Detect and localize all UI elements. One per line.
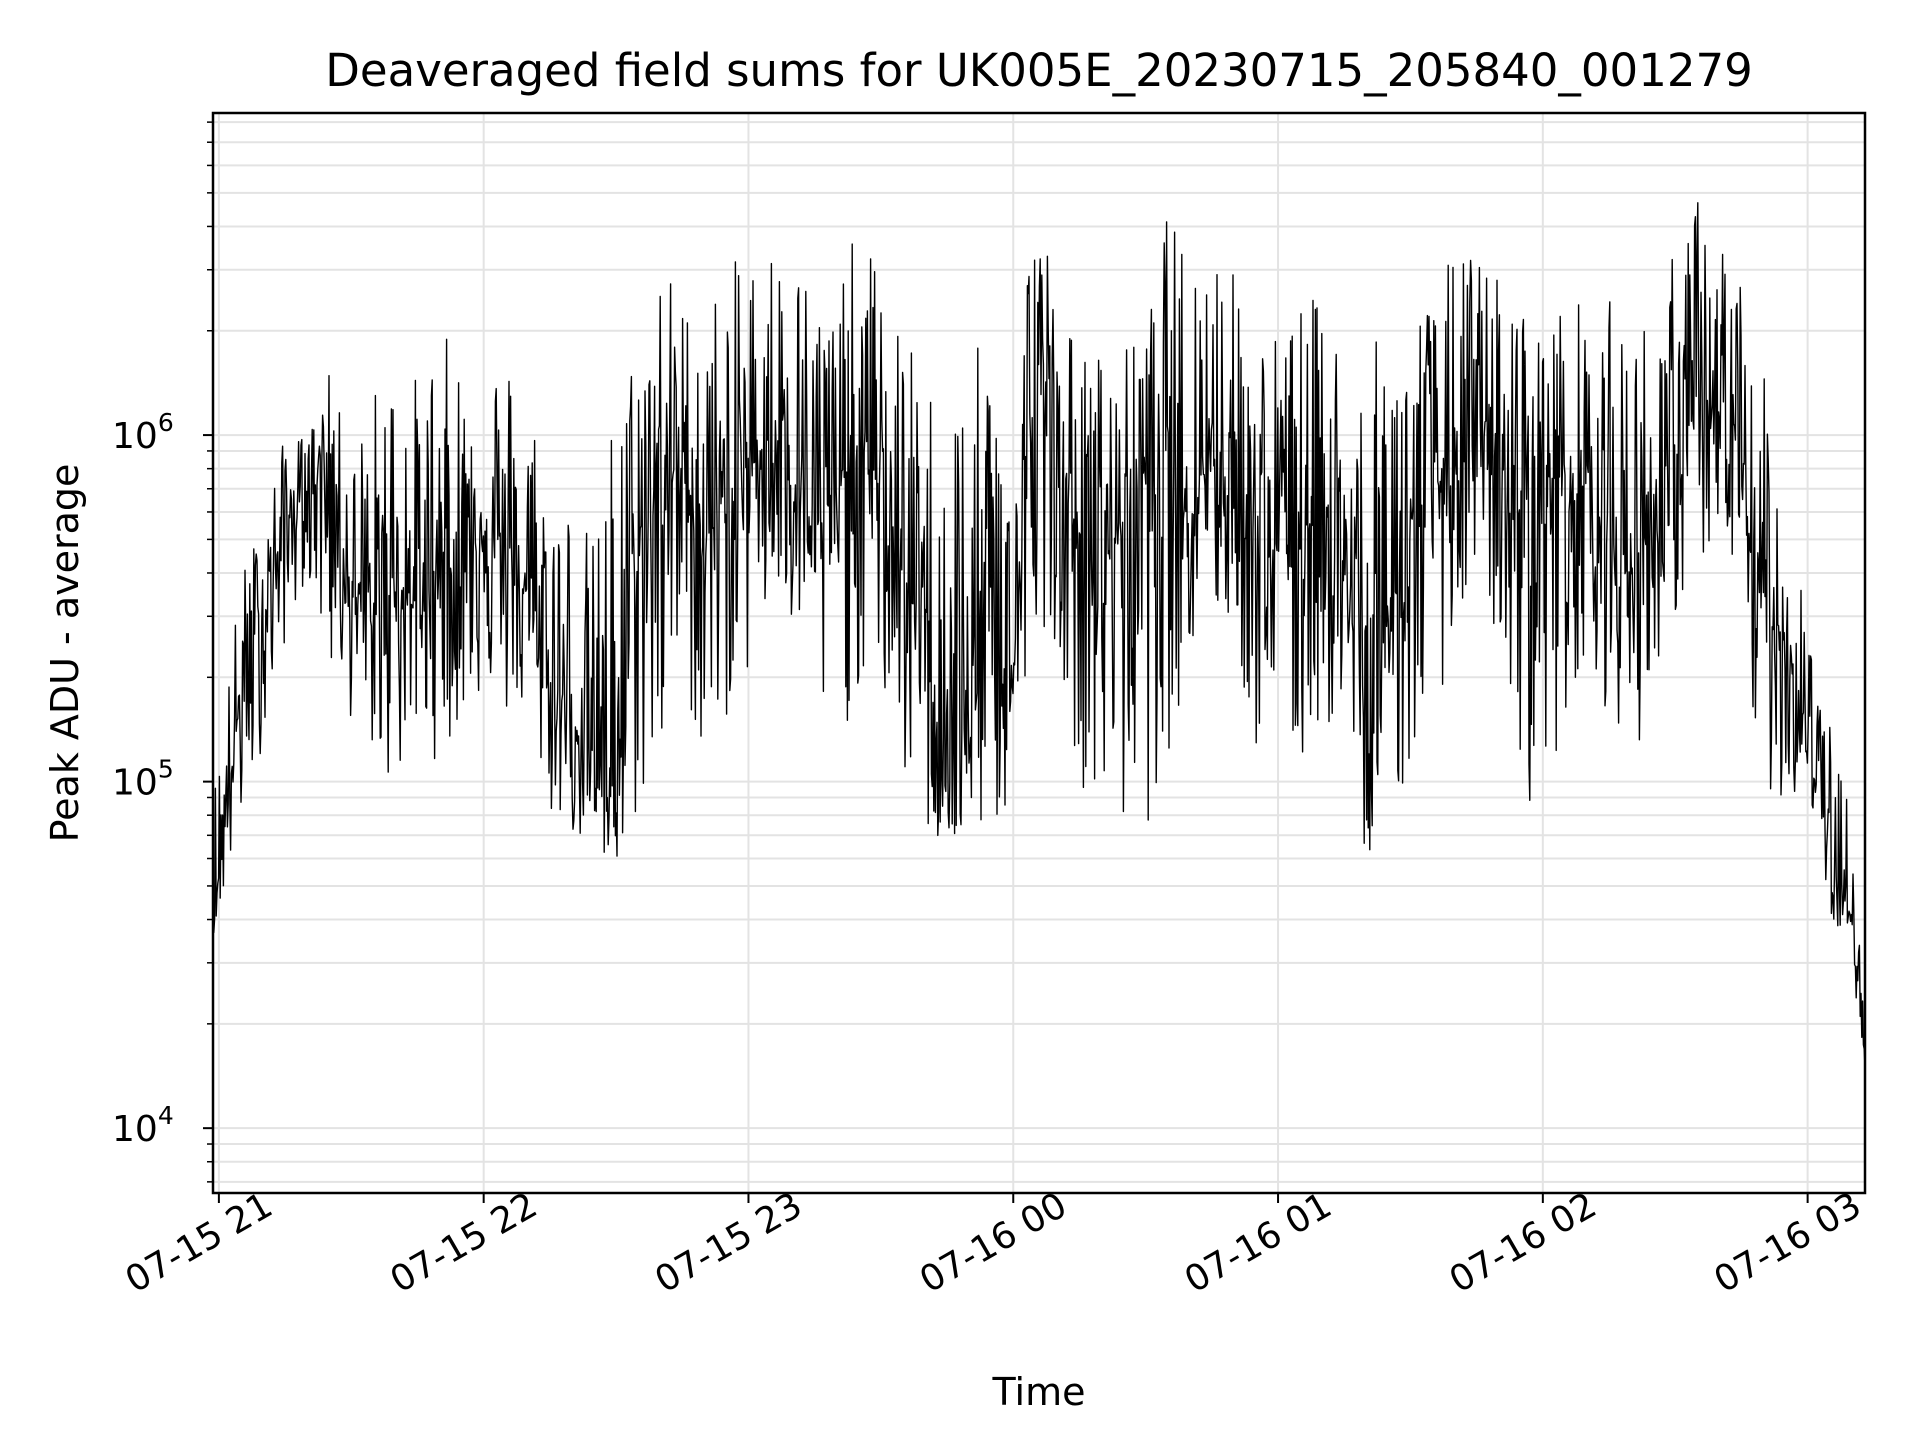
plot-area-frame — [211, 111, 1867, 1195]
series-layer — [212, 202, 1866, 1068]
y-tick-label-exponent: 6 — [158, 408, 174, 437]
x-tick-label: 07-15 22 — [384, 1185, 545, 1301]
series-line — [212, 202, 1866, 1068]
y-tick-label-exponent: 4 — [158, 1101, 174, 1130]
x-tick-label: 07-16 00 — [913, 1185, 1074, 1301]
chart-title: Deaveraged field sums for UK005E_2023071… — [325, 44, 1752, 97]
y-tick-label-exponent: 5 — [158, 755, 174, 784]
y-tick-label: 106 — [112, 408, 174, 457]
y-tick-label: 104 — [112, 1101, 174, 1150]
tick-layer: 07-15 21 07-15 22 07-15 23 07-16 00 07-16 01… — [112, 121, 1869, 1301]
grid-layer — [213, 113, 1865, 1193]
x-tick-label: 07-16 03 — [1708, 1185, 1869, 1301]
y-tick-label: 105 — [112, 755, 174, 804]
x-axis-label: Time — [992, 1370, 1086, 1414]
y-axis-label: Peak ADU - average — [43, 464, 87, 843]
y-tick-label-base: 10 — [112, 763, 158, 804]
x-tick-label: 07-16 02 — [1443, 1185, 1604, 1301]
y-tick-label-base: 10 — [112, 1109, 158, 1150]
x-tick-label: 07-16 01 — [1178, 1185, 1339, 1301]
x-tick-label: 07-15 23 — [648, 1185, 809, 1301]
y-tick-label-base: 10 — [112, 416, 158, 457]
x-tick-label: 07-15 21 — [119, 1185, 280, 1301]
